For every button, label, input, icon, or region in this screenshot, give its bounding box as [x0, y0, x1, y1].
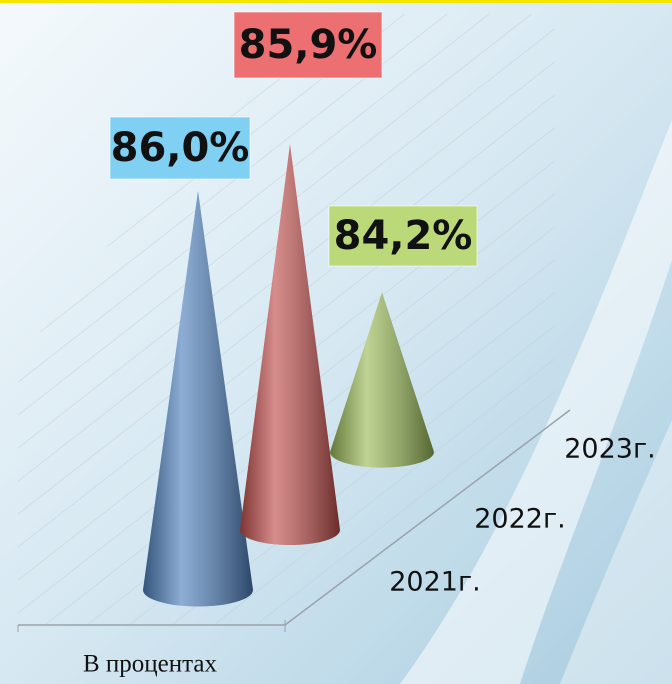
- cone-shading: [240, 144, 340, 546]
- category-label: 2021г.: [389, 567, 480, 598]
- depth-axis: [284, 409, 571, 626]
- swoosh: [400, 120, 672, 684]
- top-stripe: [0, 0, 672, 3]
- value-label: 84,2%: [334, 213, 473, 259]
- value-label-box: [328, 205, 478, 267]
- axis-label: В процентах: [83, 651, 217, 678]
- cone-shading: [330, 292, 434, 468]
- value-label-box: [233, 11, 383, 79]
- cone-shading: [143, 191, 253, 607]
- value-label: 86,0%: [111, 125, 250, 171]
- category-label: 2023г.: [564, 434, 655, 465]
- value-label: 85,9%: [239, 22, 378, 68]
- category-label: 2022г.: [474, 504, 565, 535]
- swoosh: [560, 420, 672, 684]
- value-label-box: [109, 116, 251, 180]
